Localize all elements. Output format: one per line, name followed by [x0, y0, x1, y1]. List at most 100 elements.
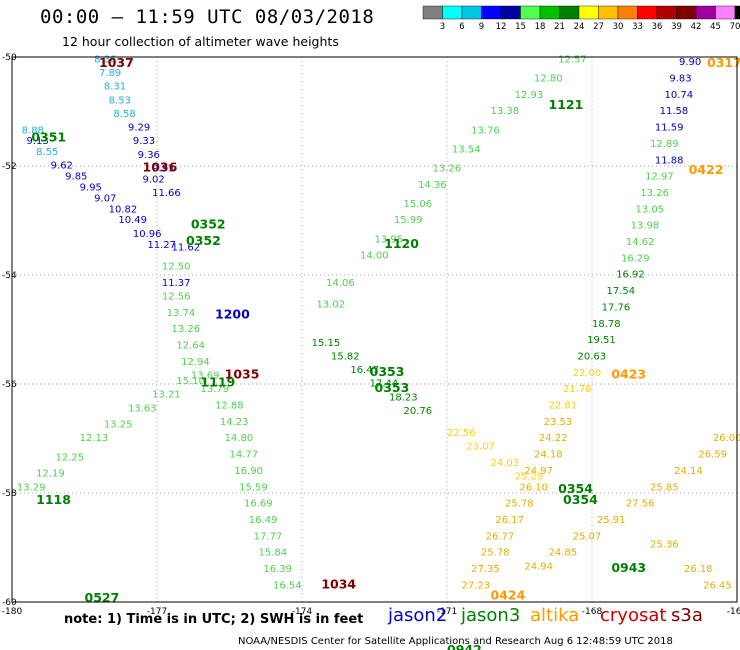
swh-value-label: 16.69 [244, 499, 273, 510]
swh-value-label: 27.56 [626, 499, 655, 510]
swh-value-label: 9.02 [143, 174, 165, 185]
track-time-label: 0353 [375, 380, 410, 395]
swh-value-label: 14.36 [418, 180, 447, 191]
x-tick-label: -180 [2, 607, 23, 617]
swh-value-label: 12.93 [515, 90, 544, 101]
scale-label: 30 [613, 22, 624, 32]
track-time-label: 0351 [31, 129, 66, 144]
scale-swatch [617, 5, 638, 20]
swh-value-label: 9.29 [128, 123, 150, 134]
swh-value-label: 25.78 [481, 548, 510, 559]
swh-value-label: 23.53 [544, 417, 573, 428]
scale-label: 33 [632, 22, 643, 32]
track-time-label: 1034 [321, 576, 356, 591]
swh-value-label: 9.90 [679, 57, 701, 68]
swh-value-label: 20.76 [404, 406, 433, 417]
swh-value-label: 16.49 [249, 515, 278, 526]
swh-value-label: 26.77 [486, 531, 515, 542]
swh-value-label: 12.97 [645, 172, 674, 183]
scale-label: 21 [554, 22, 565, 32]
swh-value-label: 7.89 [99, 68, 121, 79]
track-time-label: 0943 [611, 560, 646, 575]
scale-label: 36 [652, 22, 663, 32]
scale-label: 6 [459, 22, 464, 32]
scale-swatch [637, 5, 658, 20]
swh-value-label: 26.45 [703, 580, 732, 591]
swh-value-label: 15.10 [176, 376, 205, 387]
swh-value-label: 24.85 [549, 548, 578, 559]
x-tick-label: -177 [147, 607, 167, 617]
swh-value-label: 18.78 [592, 319, 621, 330]
y-tick-label: -54 [2, 271, 17, 281]
scale-swatch [559, 5, 580, 20]
swh-value-label: 9.83 [669, 74, 691, 85]
x-tick-label: -168 [582, 607, 603, 617]
track-time-label: 1120 [384, 236, 419, 251]
swh-value-label: 12.13 [80, 433, 109, 444]
page-subtitle: 12 hour collection of altimeter wave hei… [62, 34, 339, 49]
swh-value-label: 14.62 [626, 237, 655, 248]
swh-value-label: 25.91 [597, 515, 626, 526]
footer-note: note: 1) Time is in UTC; 2) SWH is in fe… [64, 612, 364, 627]
swh-value-label: 26.00 [713, 433, 740, 444]
swh-value-label: 17.77 [254, 531, 283, 542]
y-tick-label: -56 [2, 380, 17, 390]
track-time-label: 1036 [143, 159, 178, 174]
swh-value-label: 9.36 [138, 150, 160, 161]
swh-value-label: 9.93 [152, 163, 174, 174]
swh-value-label: 12.94 [181, 357, 210, 368]
swh-value-label: 14.23 [220, 417, 249, 428]
scale-swatch [676, 5, 697, 20]
swh-value-label: 26.10 [520, 482, 549, 493]
swh-value-label: 24.97 [524, 466, 553, 477]
swh-value-label: 11.37 [162, 278, 191, 289]
swh-value-label: 22.00 [573, 368, 602, 379]
scale-label: 39 [671, 22, 682, 32]
swh-value-label: 11.59 [655, 123, 684, 134]
swh-value-label: 12.88 [215, 401, 244, 412]
swh-value-label: 11.58 [660, 106, 689, 117]
swh-value-label: 12.89 [650, 139, 679, 150]
swh-value-label: 15.82 [331, 351, 360, 362]
grid [11, 56, 738, 603]
swh-value-label: 27.35 [471, 564, 500, 575]
track-time-label: 0352 [186, 233, 221, 248]
swh-value-label: 9.33 [133, 136, 155, 147]
swh-value-label: 13.02 [317, 300, 346, 311]
swh-value-label: 12.56 [162, 292, 191, 303]
scale-swatch [598, 5, 619, 20]
track-time-label: 1118 [36, 492, 71, 507]
swh-value-label: 15.15 [312, 338, 341, 349]
y-tick-label: -50 [2, 53, 17, 63]
swh-value-label: 8.53 [109, 95, 131, 106]
page-title: 00:00 – 11:59 UTC 08/03/2018 [40, 6, 375, 28]
swh-value-label: 11.62 [172, 242, 201, 253]
legend-cryosat: cryosat [600, 605, 667, 626]
legend-s3a: s3a [671, 605, 703, 626]
swh-value-label: 16.90 [234, 466, 263, 477]
swh-value-label: 23.07 [466, 441, 495, 452]
swh-value-label: 15.59 [239, 482, 268, 493]
swh-value-label: 15.84 [259, 548, 288, 559]
swh-value-label: 13.26 [640, 188, 669, 199]
swh-value-label: 11.27 [147, 240, 176, 251]
swh-value-label: 13.54 [452, 144, 481, 155]
swh-value-label: 24.94 [524, 561, 553, 572]
track-time-label: 1121 [549, 97, 584, 112]
swh-value-label: 20.63 [578, 351, 607, 362]
swh-value-label: 9.07 [94, 193, 116, 204]
swh-value-label: 13.26 [433, 163, 462, 174]
swh-value-label: 13.69 [191, 371, 220, 382]
swh-value-label: 12.19 [36, 469, 65, 480]
scale-swatch [734, 5, 740, 20]
scale-label: 27 [593, 22, 604, 32]
swh-value-label: 13.76 [471, 125, 500, 136]
swh-value-label: 16.92 [616, 270, 645, 281]
swh-value-label: 15.99 [394, 215, 423, 226]
footer-credit: NOAA/NESDIS Center for Satellite Applica… [238, 636, 673, 647]
scale-swatch [442, 5, 463, 20]
track-time-label: 0354 [563, 492, 598, 507]
swh-value-label: 27.23 [462, 580, 491, 591]
scale-swatch [715, 5, 736, 20]
